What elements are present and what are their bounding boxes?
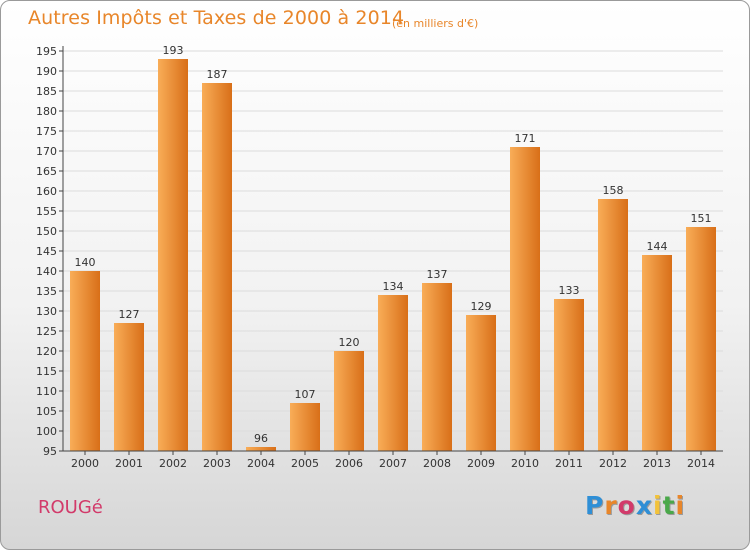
x-tick-label: 2000 [71,457,99,470]
y-tick-label: 180 [36,105,57,118]
x-tick-label: 2005 [291,457,319,470]
bar [510,147,540,451]
bar [114,323,144,451]
x-tick-label: 2011 [555,457,583,470]
y-tick-label: 185 [36,85,57,98]
y-tick-label: 130 [36,305,57,318]
proxiti-logo: Proxiti [585,491,685,520]
x-tick-label: 2003 [203,457,231,470]
bar [466,315,496,451]
y-tick-label: 195 [36,45,57,58]
chart-subtitle: (en milliers d'€) [392,17,479,30]
logo-letter: P [585,491,605,520]
bar-value-label: 120 [339,336,360,349]
y-tick-label: 145 [36,245,57,258]
logo-letter: r [604,491,618,520]
x-tick-label: 2008 [423,457,451,470]
y-tick-label: 115 [36,365,57,378]
bar [422,283,452,451]
bar-value-label: 187 [207,68,228,81]
bar-value-label: 133 [559,284,580,297]
bar-value-label: 193 [163,44,184,57]
x-axis-ticks: 2000 2001 2002 2003 2004 2005 2006 2007 2008 2009… [71,451,715,470]
bar-value-label: 151 [691,212,712,225]
bar-value-label: 144 [647,240,668,253]
bar [246,447,276,451]
y-tick-label: 140 [36,265,57,278]
bar [554,299,584,451]
y-tick-label: 110 [36,385,57,398]
y-tick-label: 100 [36,425,57,438]
y-tick-label: 170 [36,145,57,158]
chart-title: Autres Impôts et Taxes de 2000 à 2014 [28,7,405,29]
logo-letter: i [675,491,686,520]
value-labels: 140 127 193 187 96 107 120 134 137 129 171 133 158 14… [75,44,712,445]
x-tick-label: 2001 [115,457,143,470]
logo-letter: t [662,491,676,520]
x-tick-label: 2013 [643,457,671,470]
y-tick-label: 120 [36,345,57,358]
logo-letter: o [617,491,636,520]
bar [70,271,100,451]
bar [202,83,232,451]
bar-value-label: 127 [119,308,140,321]
x-tick-label: 2002 [159,457,187,470]
y-tick-label: 175 [36,125,57,138]
bar-value-label: 140 [75,256,96,269]
x-tick-label: 2007 [379,457,407,470]
x-tick-label: 2009 [467,457,495,470]
y-tick-label: 190 [36,65,57,78]
logo-letter: i [653,491,663,520]
bar [686,227,716,451]
bar [598,199,628,451]
x-tick-label: 2006 [335,457,363,470]
y-tick-label: 95 [43,445,57,458]
y-tick-label: 150 [36,225,57,238]
logo-letter: x [635,491,653,520]
bar [334,351,364,451]
bar-value-label: 137 [427,268,448,281]
bar [290,403,320,451]
x-tick-label: 2010 [511,457,539,470]
bar-value-label: 158 [603,184,624,197]
bar-value-label: 129 [471,300,492,313]
bars [70,59,716,451]
x-tick-label: 2014 [687,457,715,470]
y-tick-label: 105 [36,405,57,418]
commune-name: ROUGé [38,497,103,518]
bar-value-label: 107 [295,388,316,401]
x-tick-label: 2004 [247,457,275,470]
y-tick-label: 135 [36,285,57,298]
y-tick-label: 155 [36,205,57,218]
bar [378,295,408,451]
y-tick-label: 165 [36,165,57,178]
axes [62,46,723,452]
bar-value-label: 134 [383,280,404,293]
x-tick-label: 2012 [599,457,627,470]
y-tick-label: 160 [36,185,57,198]
bar-value-label: 96 [254,432,268,445]
bar [158,59,188,451]
y-tick-label: 125 [36,325,57,338]
bar-value-label: 171 [515,132,536,145]
y-axis-ticks: 95 100 105 110 115 120 125 130 135 140 145 150 155 16… [36,45,63,458]
bar [642,255,672,451]
